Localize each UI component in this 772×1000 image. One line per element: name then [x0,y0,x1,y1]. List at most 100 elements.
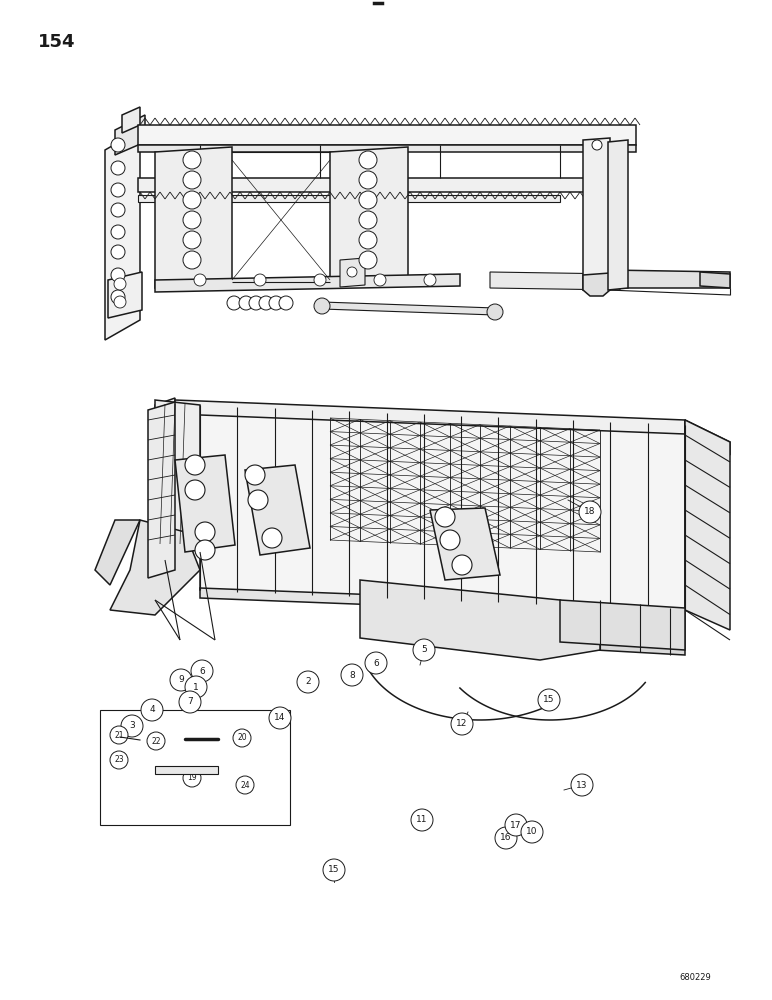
Circle shape [114,278,126,290]
Circle shape [155,739,161,745]
Circle shape [248,490,268,510]
Circle shape [424,274,436,286]
Circle shape [111,225,125,239]
Circle shape [111,268,125,282]
Circle shape [571,774,593,796]
Circle shape [183,151,201,169]
Polygon shape [115,115,145,155]
Circle shape [359,211,377,229]
Circle shape [254,274,266,286]
Circle shape [452,555,472,575]
Text: 23: 23 [114,756,124,764]
Text: 24: 24 [240,780,250,790]
Circle shape [341,664,363,686]
Circle shape [195,522,215,542]
Circle shape [359,231,377,249]
Text: 19: 19 [187,774,197,782]
Circle shape [195,540,215,560]
Circle shape [487,304,503,320]
Circle shape [111,138,125,152]
Circle shape [147,732,165,750]
Circle shape [236,776,254,794]
Polygon shape [155,274,460,292]
Circle shape [279,296,293,310]
Text: 1: 1 [193,682,199,692]
Text: 17: 17 [510,820,522,830]
Circle shape [359,151,377,169]
Circle shape [111,245,125,259]
Polygon shape [155,147,232,288]
Polygon shape [583,273,610,296]
Text: 18: 18 [584,508,596,516]
Circle shape [440,530,460,550]
Circle shape [435,507,455,527]
Polygon shape [430,508,500,580]
Polygon shape [200,405,685,610]
Polygon shape [608,270,730,288]
Circle shape [130,755,146,771]
Circle shape [374,274,386,286]
Circle shape [314,298,330,314]
Polygon shape [155,398,175,420]
Polygon shape [122,107,140,133]
Polygon shape [95,520,140,585]
Circle shape [111,290,125,304]
Circle shape [114,296,126,308]
Text: 6: 6 [199,666,205,676]
Polygon shape [108,272,142,318]
Circle shape [347,267,357,277]
Circle shape [141,699,163,721]
Circle shape [411,809,433,831]
Polygon shape [490,272,620,290]
Circle shape [269,707,291,729]
Text: 6: 6 [373,658,379,668]
Text: 9: 9 [178,676,184,684]
Circle shape [262,528,282,548]
Circle shape [183,191,201,209]
Circle shape [451,713,473,735]
Polygon shape [155,766,218,774]
Circle shape [592,140,602,150]
Circle shape [249,296,263,310]
Polygon shape [175,400,685,434]
Polygon shape [175,455,235,552]
Bar [100,710,290,825]
Circle shape [179,691,201,713]
Circle shape [359,171,377,189]
Polygon shape [583,138,610,290]
Text: 15: 15 [543,696,555,704]
Text: 11: 11 [416,816,428,824]
Circle shape [185,480,205,500]
Polygon shape [700,272,730,288]
Polygon shape [200,588,560,612]
Polygon shape [560,605,685,655]
Circle shape [521,821,543,843]
Polygon shape [685,420,730,455]
Text: 5: 5 [421,646,427,654]
Polygon shape [360,580,600,660]
Circle shape [183,211,201,229]
Circle shape [505,814,527,836]
Polygon shape [148,402,175,578]
Polygon shape [608,140,628,290]
Text: 154: 154 [38,33,76,51]
Circle shape [269,296,283,310]
Text: 7: 7 [187,698,193,706]
Text: 14: 14 [274,714,286,722]
Polygon shape [245,465,310,555]
Circle shape [183,251,201,269]
Circle shape [413,639,435,661]
Text: 15: 15 [328,865,340,874]
Circle shape [183,769,201,787]
Circle shape [110,726,128,744]
Circle shape [314,274,326,286]
Polygon shape [105,130,140,340]
Circle shape [121,715,143,737]
Text: 680229: 680229 [679,974,711,982]
Circle shape [495,827,517,849]
Text: 8: 8 [349,670,355,680]
Circle shape [134,759,142,767]
Circle shape [579,501,601,523]
Circle shape [111,203,125,217]
Polygon shape [110,520,200,615]
